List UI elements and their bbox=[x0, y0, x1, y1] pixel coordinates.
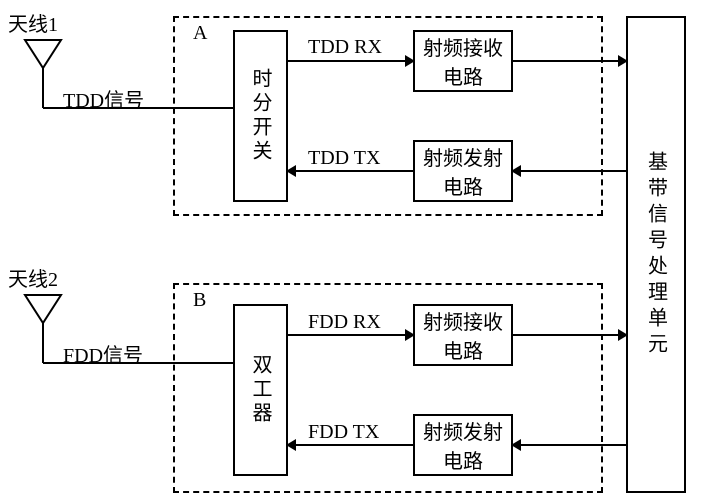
arrow-bb-txa bbox=[513, 170, 626, 172]
rf-tx-b-block: 射频发射电路 bbox=[413, 414, 513, 476]
fdd-signal-label: FDD信号 bbox=[63, 339, 143, 368]
tdd-signal-label: TDD信号 bbox=[63, 84, 144, 113]
rf-tx-a-text: 射频发射电路 bbox=[415, 142, 511, 200]
tdm-switch-block: 时分开关 bbox=[233, 30, 288, 202]
baseband-block: 基带信号处理单元 bbox=[626, 16, 686, 493]
arrow-rxa-bb bbox=[513, 60, 626, 62]
antenna2-label: 天线2 bbox=[8, 263, 58, 292]
arrow-rxb-bb bbox=[513, 334, 626, 336]
antenna1-icon bbox=[23, 38, 63, 108]
fdd-tx-label: FDD TX bbox=[308, 421, 379, 444]
group-a-label: A bbox=[193, 22, 207, 45]
block-diagram: 天线1 TDD信号 天线2 FDD信号 A B 时分开关 双工器 射频接收电路 … bbox=[8, 8, 716, 492]
rf-rx-b-block: 射频接收电路 bbox=[413, 304, 513, 366]
arrow-bb-txb bbox=[513, 444, 626, 446]
antenna1-label: 天线1 bbox=[8, 8, 58, 37]
fdd-rx-label: FDD RX bbox=[308, 311, 381, 334]
rf-tx-a-block: 射频发射电路 bbox=[413, 140, 513, 202]
arrow-tdd-rx bbox=[288, 60, 413, 62]
arrow-fdd-rx bbox=[288, 334, 413, 336]
antenna2-icon bbox=[23, 293, 63, 363]
arrow-tdd-tx bbox=[288, 170, 413, 172]
rf-rx-a-text: 射频接收电路 bbox=[415, 32, 511, 90]
rf-rx-b-text: 射频接收电路 bbox=[415, 306, 511, 364]
tdd-rx-label: TDD RX bbox=[308, 36, 382, 59]
rf-rx-a-block: 射频接收电路 bbox=[413, 30, 513, 92]
group-b-label: B bbox=[193, 289, 206, 312]
duplexer-block: 双工器 bbox=[233, 304, 288, 476]
arrow-fdd-tx bbox=[288, 444, 413, 446]
rf-tx-b-text: 射频发射电路 bbox=[415, 416, 511, 474]
tdd-tx-label: TDD TX bbox=[308, 147, 380, 170]
